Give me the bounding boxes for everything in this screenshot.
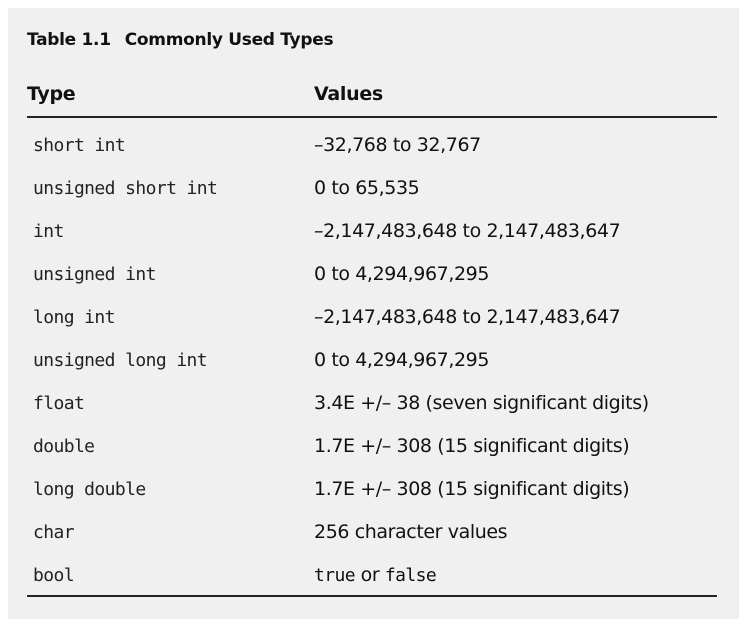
values-cell: –2,147,483,648 to 2,147,483,647 (314, 306, 621, 328)
values-cell: 256 character values (314, 521, 508, 543)
table-row: unsigned short int 0 to 65,535 (27, 166, 717, 206)
value-false: false (384, 565, 437, 586)
type-cell: char (33, 522, 75, 543)
type-cell: float (33, 393, 85, 414)
header-type: Type (27, 83, 76, 105)
table-row: int –2,147,483,648 to 2,147,483,647 (27, 209, 717, 249)
header-values: Values (314, 83, 383, 105)
type-cell: int (33, 221, 64, 242)
type-cell: bool (33, 565, 75, 586)
type-cell: long int (33, 307, 116, 328)
table-row: unsigned int 0 to 4,294,967,295 (27, 252, 717, 292)
type-cell: double (33, 436, 95, 457)
value-or: or (360, 564, 380, 586)
table-row: unsigned long int 0 to 4,294,967,295 (27, 338, 717, 378)
table-row: double 1.7E +/– 308 (15 significant digi… (27, 424, 717, 464)
table-row: short int –32,768 to 32,767 (27, 123, 717, 163)
footer-rule (27, 595, 717, 597)
table-row: float 3.4E +/– 38 (seven significant dig… (27, 381, 717, 421)
type-cell: unsigned int (33, 264, 156, 285)
type-cell: unsigned short int (33, 178, 218, 199)
values-cell: –2,147,483,648 to 2,147,483,647 (314, 220, 621, 242)
values-cell: 0 to 65,535 (314, 177, 420, 199)
value-true: true (314, 565, 356, 586)
type-cell: short int (33, 135, 126, 156)
table-row: char 256 character values (27, 510, 717, 550)
values-cell: 1.7E +/– 308 (15 significant digits) (314, 435, 630, 457)
table-number: Table 1.1 (27, 30, 111, 50)
header-rule (27, 116, 717, 118)
table-row: long double 1.7E +/– 308 (15 significant… (27, 467, 717, 507)
values-cell: true or false (314, 564, 437, 586)
table-title: Commonly Used Types (124, 30, 334, 50)
values-cell: 0 to 4,294,967,295 (314, 263, 490, 285)
values-cell: 0 to 4,294,967,295 (314, 349, 490, 371)
values-cell: –32,768 to 32,767 (314, 134, 481, 156)
table-caption: Table 1.1 Commonly Used Types (27, 30, 334, 50)
table-header-row: Type Values (27, 83, 717, 113)
values-cell: 3.4E +/– 38 (seven significant digits) (314, 392, 649, 414)
table-row: long int –2,147,483,648 to 2,147,483,647 (27, 295, 717, 335)
table-row: bool true or false (27, 553, 717, 593)
table-panel (8, 8, 739, 619)
type-cell: long double (33, 479, 146, 500)
values-cell: 1.7E +/– 308 (15 significant digits) (314, 478, 630, 500)
type-cell: unsigned long int (33, 350, 208, 371)
